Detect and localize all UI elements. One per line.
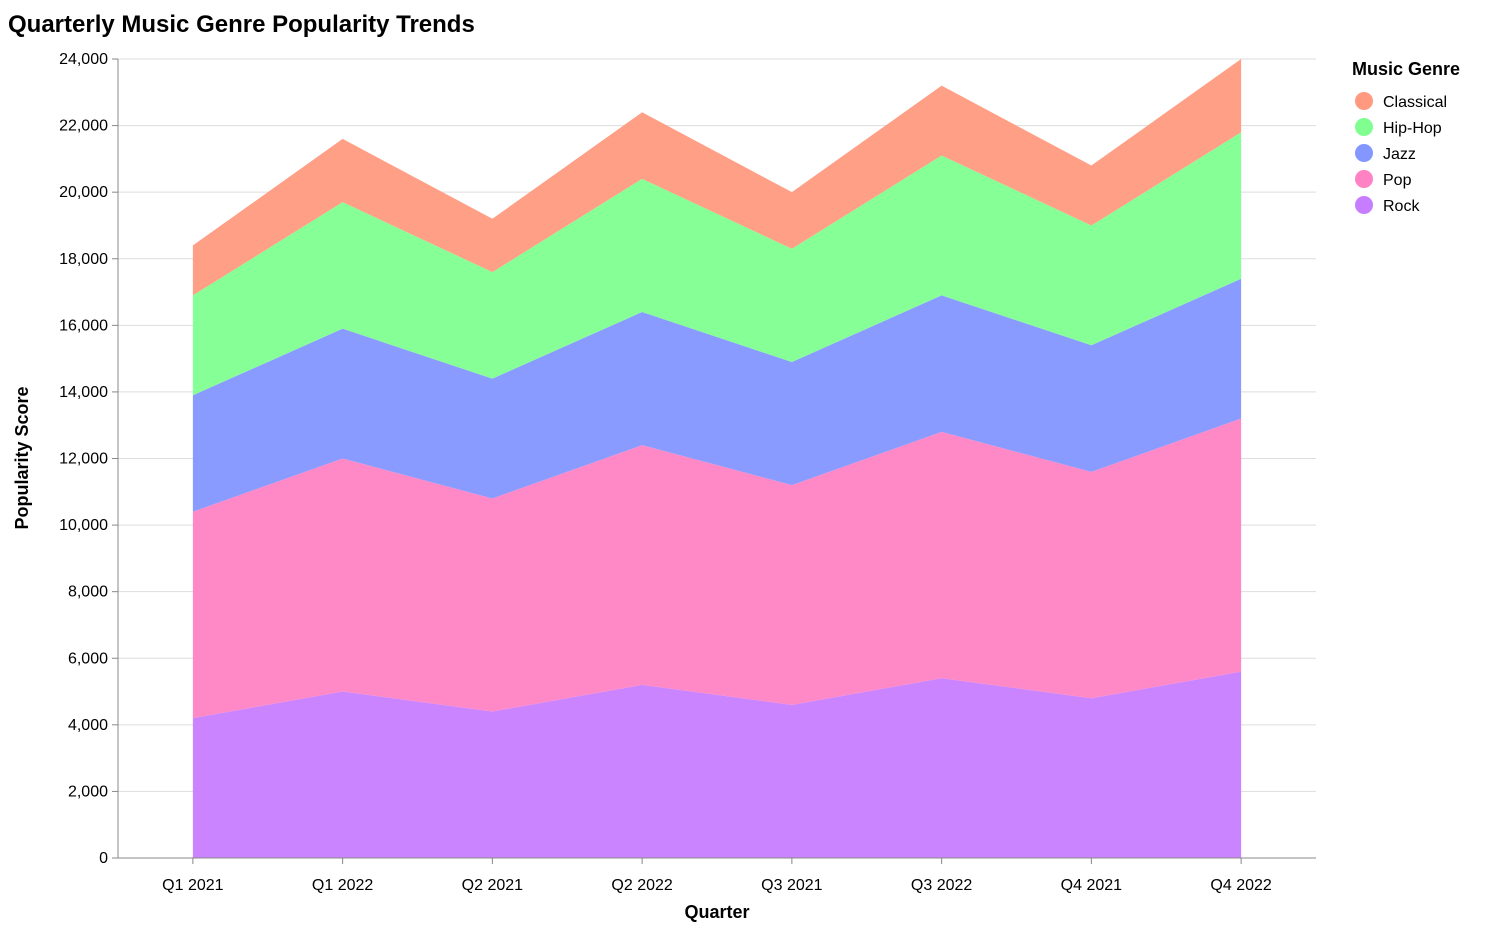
legend-swatch — [1355, 118, 1373, 136]
y-tick-label: 8,000 — [68, 584, 108, 601]
x-tick-label: Q2 2022 — [611, 877, 672, 894]
y-axis-title: Popularity Score — [12, 386, 32, 529]
x-axis-title: Quarter — [684, 902, 749, 922]
legend-title: Music Genre — [1352, 59, 1460, 79]
y-tick-label: 24,000 — [59, 51, 108, 68]
legend-label: Rock — [1383, 198, 1420, 215]
legend-label: Pop — [1383, 172, 1412, 189]
y-tick-label: 20,000 — [59, 184, 108, 201]
x-tick-label: Q2 2021 — [462, 877, 523, 894]
x-tick-label: Q1 2021 — [162, 877, 223, 894]
x-tick-label: Q4 2022 — [1210, 877, 1271, 894]
y-tick-label: 2,000 — [68, 783, 108, 800]
y-tick-label: 0 — [99, 850, 108, 867]
area-layers — [192, 59, 1242, 858]
legend-item-pop: Pop — [1355, 170, 1412, 189]
area-hip-hop — [192, 132, 1242, 396]
legend-swatch — [1355, 196, 1373, 214]
legend-swatch — [1355, 144, 1373, 162]
legend-label: Classical — [1383, 94, 1447, 111]
y-tick-label: 22,000 — [59, 118, 108, 135]
area-classical — [192, 59, 1242, 296]
legend-item-classical: Classical — [1355, 92, 1447, 111]
y-tick-label: 16,000 — [59, 317, 108, 334]
area-jazz — [192, 278, 1242, 512]
legend-swatch — [1355, 170, 1373, 188]
legend-label: Hip-Hop — [1383, 120, 1442, 137]
chart-title: Quarterly Music Genre Popularity Trends — [8, 11, 475, 38]
area-pop — [192, 418, 1242, 719]
y-tick-label: 6,000 — [68, 650, 108, 667]
y-tick-label: 4,000 — [68, 717, 108, 734]
legend-item-rock: Rock — [1355, 196, 1420, 215]
area-rock — [192, 671, 1242, 858]
y-tick-label: 18,000 — [59, 251, 108, 268]
y-tick-label: 10,000 — [59, 517, 108, 534]
legend-label: Jazz — [1383, 146, 1416, 163]
legend-swatch — [1355, 92, 1373, 110]
axes: 0 2,000 4,000 6,000 8,000 10,000 12,000 14,000 1… — [59, 51, 1316, 894]
x-tick-label: Q4 2021 — [1061, 877, 1122, 894]
y-tick-label: 14,000 — [59, 384, 108, 401]
x-tick-label: Q3 2022 — [911, 877, 972, 894]
x-tick-label: Q1 2022 — [312, 877, 373, 894]
y-tick-label: 12,000 — [59, 451, 108, 468]
x-tick-label: Q3 2021 — [761, 877, 822, 894]
legend-item-jazz: Jazz — [1355, 144, 1416, 163]
legend: Music Genre Classical Hip-Hop Jazz Pop Rock — [1352, 59, 1460, 215]
legend-item-hip-hop: Hip-Hop — [1355, 118, 1442, 137]
